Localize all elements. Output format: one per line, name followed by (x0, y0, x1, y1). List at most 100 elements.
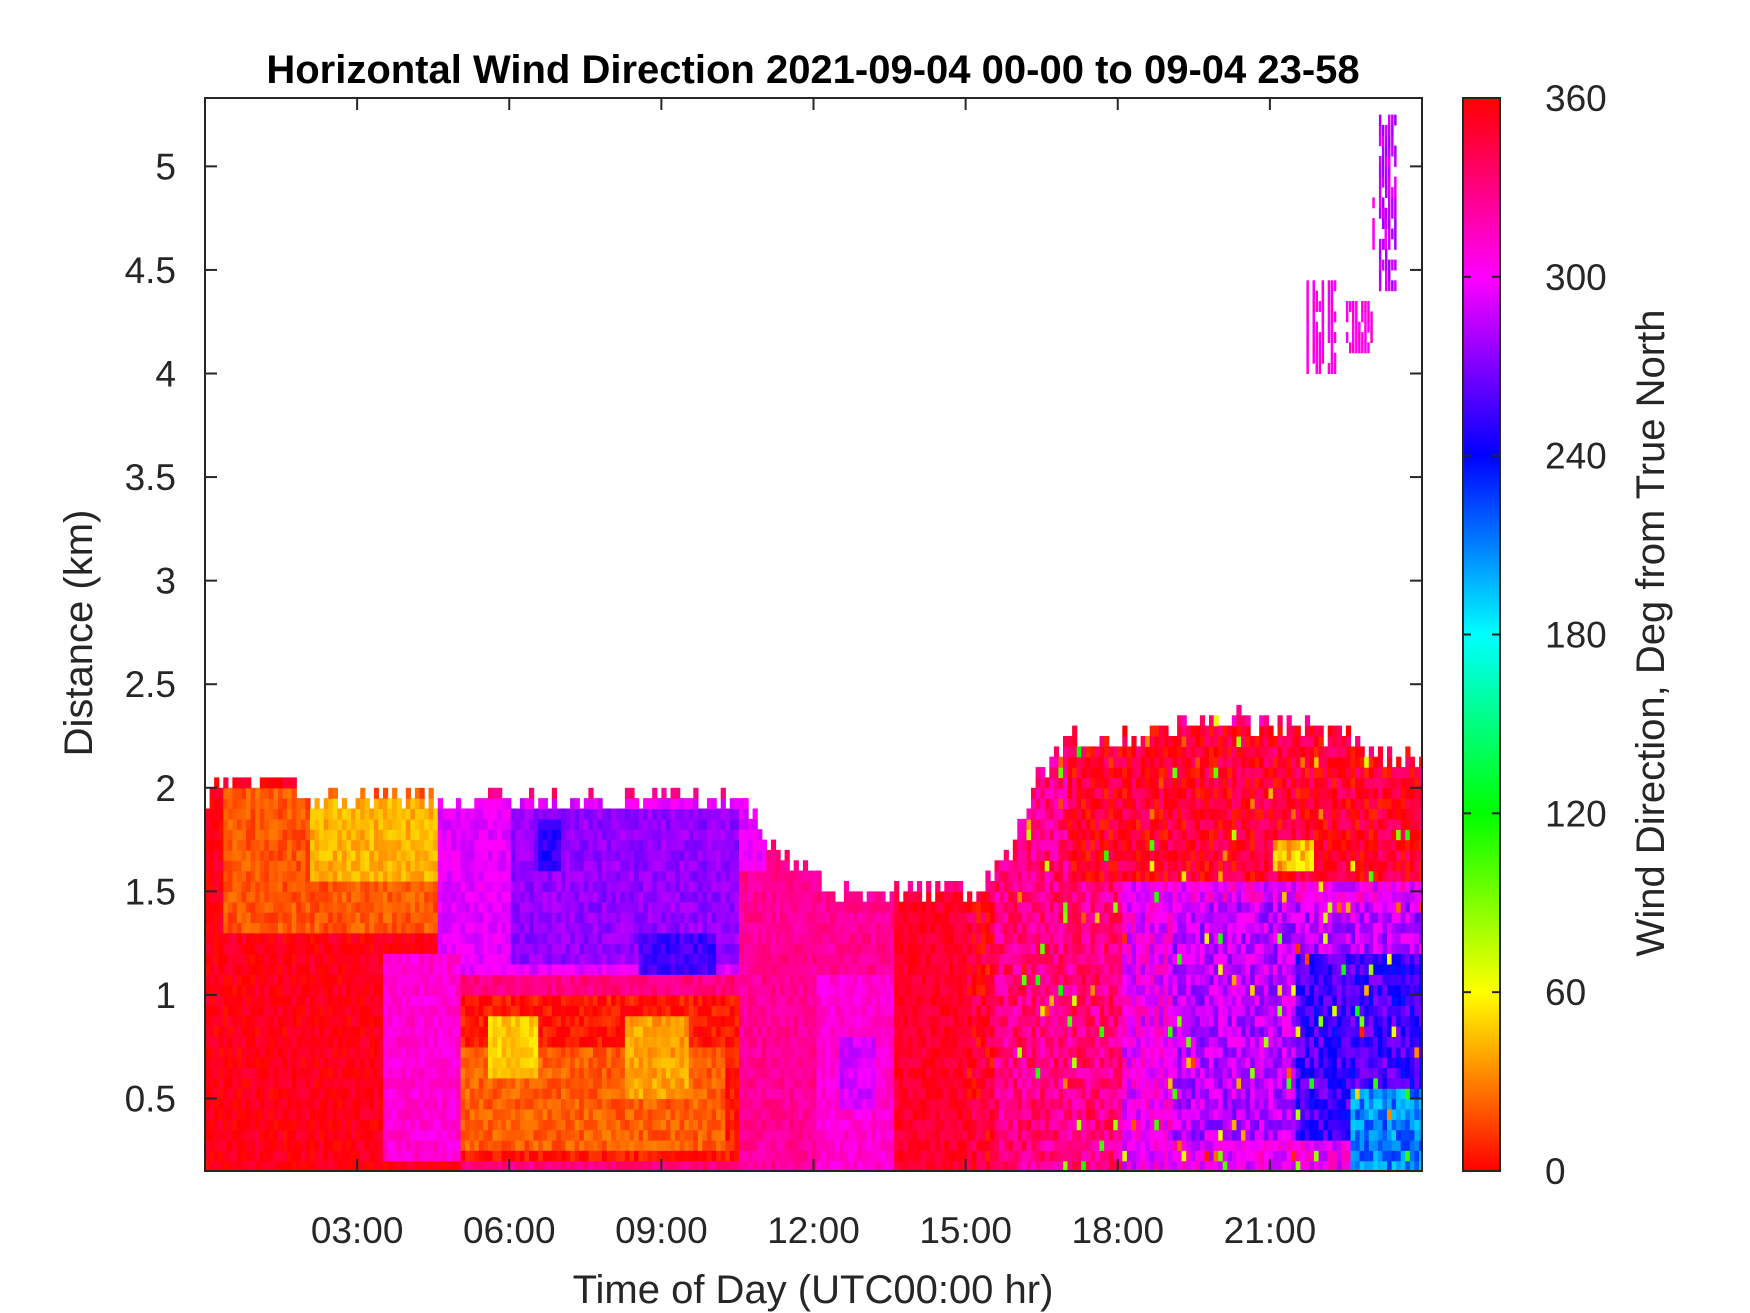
heatmap-cell (227, 963, 233, 975)
heatmap-cell (419, 1160, 425, 1171)
heatmap-cell (282, 839, 288, 851)
heatmap-cell (291, 881, 297, 892)
heatmap-cell (492, 1067, 498, 1079)
heatmap-cell (364, 849, 370, 861)
heatmap-cell (483, 1026, 489, 1037)
heatmap-cell (707, 1119, 713, 1131)
heatmap-cell (305, 984, 311, 996)
heatmap-cell (515, 849, 521, 861)
heatmap-cell (373, 839, 380, 851)
heatmap-cell (816, 891, 822, 903)
heatmap-cell (497, 1139, 503, 1151)
heatmap-cell (780, 881, 786, 892)
heatmap-cell (693, 963, 699, 975)
heatmap-cell (478, 860, 484, 872)
heatmap-cell (684, 881, 690, 892)
heatmap-cell (538, 1026, 544, 1037)
heatmap-cell (259, 1129, 265, 1141)
heatmap-cell (341, 943, 348, 955)
heatmap-cell (661, 922, 667, 934)
heatmap-cell (209, 1139, 215, 1151)
heatmap-cell (693, 787, 699, 799)
heatmap-cell (702, 1046, 708, 1058)
heatmap-cell (766, 1026, 772, 1037)
heatmap-cell (497, 984, 503, 996)
heatmap-cell (474, 974, 480, 986)
heatmap-cell (419, 1119, 425, 1131)
heatmap-cell (551, 1036, 557, 1048)
heatmap-cell (606, 870, 612, 882)
heatmap-cell (296, 870, 302, 882)
heatmap-cell (515, 1026, 521, 1037)
heatmap-cell (255, 943, 261, 955)
heatmap-cell (789, 1057, 795, 1069)
heatmap-cell (282, 1088, 288, 1100)
heatmap-cell (611, 963, 617, 975)
heatmap-cell (821, 1160, 827, 1171)
heatmap-cell (442, 974, 448, 986)
heatmap-cell (748, 1005, 754, 1017)
heatmap-cell (387, 881, 393, 892)
heatmap-cell (328, 932, 334, 944)
heatmap-cell (414, 829, 421, 841)
heatmap-cell (739, 849, 745, 861)
heatmap-cell (547, 974, 553, 986)
heatmap-cell (497, 808, 503, 820)
heatmap-cell (697, 1067, 704, 1079)
heatmap-cell (492, 891, 498, 903)
heatmap-cell (697, 1119, 704, 1131)
heatmap-cell (433, 1139, 439, 1151)
heatmap-cell (469, 1057, 475, 1069)
heatmap-cell (748, 1036, 754, 1048)
heatmap-cell (761, 1160, 767, 1171)
heatmap-cell (273, 1046, 279, 1058)
heatmap-cell (264, 1015, 270, 1027)
heatmap-cell (684, 1129, 690, 1141)
heatmap-cell (561, 1139, 567, 1151)
heatmap-cell (793, 1026, 799, 1037)
heatmap-cell (446, 870, 453, 882)
heatmap-cell (588, 829, 594, 841)
heatmap-cell (542, 1129, 548, 1141)
heatmap-cell (784, 953, 790, 965)
heatmap-cell (396, 912, 402, 924)
heatmap-cell (693, 860, 699, 872)
heatmap-cell (629, 1077, 635, 1089)
heatmap-cell (761, 994, 767, 1006)
heatmap-cell (314, 1046, 320, 1058)
heatmap-cell (565, 1108, 571, 1120)
heatmap-cell (474, 1108, 480, 1120)
heatmap-cell (757, 839, 763, 851)
heatmap-cell (766, 932, 772, 944)
heatmap-cell (227, 881, 233, 892)
heatmap-cell (647, 849, 653, 861)
heatmap-cell (802, 1036, 809, 1048)
heatmap-cell (556, 922, 562, 934)
heatmap-cell (387, 943, 393, 955)
heatmap-cell (634, 901, 640, 913)
heatmap-cell (278, 870, 284, 882)
heatmap-cell (259, 1057, 265, 1069)
heatmap-cell (734, 963, 740, 975)
heatmap-cell (319, 1036, 325, 1048)
heatmap-cell (492, 808, 498, 820)
heatmap-cell (428, 849, 434, 861)
heatmap-cell (332, 808, 338, 820)
heatmap-cell (551, 912, 557, 924)
heatmap-cell (282, 943, 288, 955)
heatmap-cell (378, 881, 384, 892)
heatmap-cell (533, 1119, 539, 1131)
heatmap-cell (341, 860, 348, 872)
heatmap-cell (720, 1139, 726, 1151)
heatmap-cell (296, 1108, 302, 1120)
heatmap-cell (702, 932, 708, 944)
heatmap-cell (310, 922, 316, 934)
heatmap-cell (670, 839, 676, 851)
heatmap-cell (387, 849, 393, 861)
heatmap-cell (752, 1046, 758, 1058)
heatmap-cell (748, 1088, 754, 1100)
heatmap-cell (437, 984, 443, 996)
heatmap-cell (711, 1108, 717, 1120)
heatmap-cell (250, 912, 256, 924)
heatmap-cell (802, 932, 809, 944)
